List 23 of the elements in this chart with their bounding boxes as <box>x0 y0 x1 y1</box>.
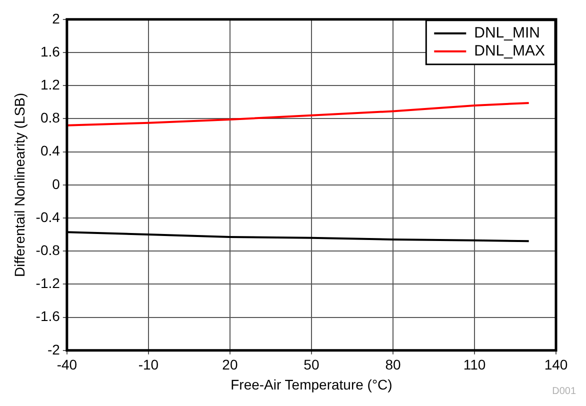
x-tick-label: -40 <box>56 356 78 373</box>
y-tick-label: 2 <box>52 10 60 26</box>
legend-label: DNL_MIN <box>474 24 540 42</box>
x-tick-label: 50 <box>304 356 320 373</box>
y-tick-label: 0.8 <box>40 110 60 126</box>
y-tick-label: 1.2 <box>40 76 60 92</box>
x-tick-label: -10 <box>138 356 159 373</box>
y-tick-label: 0 <box>52 176 60 192</box>
y-axis-title: Differentail Nonlinearity (LSB) <box>11 92 28 277</box>
y-tick-label: -1.6 <box>36 308 60 324</box>
text: D001 <box>552 386 576 397</box>
y-tick-label: -0.8 <box>36 242 60 258</box>
y-tick-label: 1.6 <box>40 43 60 60</box>
x-tick-label: 140 <box>544 356 568 373</box>
x-axis-title: Free-Air Temperature (°C) <box>230 376 392 392</box>
x-tick-label: 20 <box>222 356 238 373</box>
x-tick-label: 80 <box>385 356 401 373</box>
y-tick-label: -1.2 <box>36 275 60 292</box>
x-tick-label: 110 <box>463 356 486 373</box>
y-tick-label: -2 <box>47 341 60 358</box>
y-tick-label: -0.4 <box>36 208 60 225</box>
legend-label: DNL_MAX <box>474 42 546 60</box>
y-tick-label: 0.4 <box>40 142 60 159</box>
